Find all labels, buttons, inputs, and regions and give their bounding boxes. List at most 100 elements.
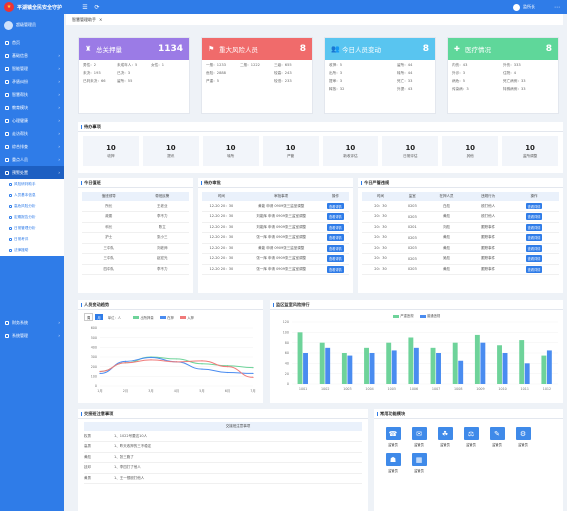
sidebar-subitem-5[interactable]: 日常考评 <box>0 234 64 245</box>
stat-card-3[interactable]: ✚ 医疗情况 8 内伤：43 外伤：333 外诊：3 住院：4 病危：5 死亡病例：33 传染病：… <box>447 37 559 114</box>
stat-label: 医疗情况 <box>465 46 491 54</box>
sidebar-subitem-0[interactable]: 风险研判助手 <box>0 179 64 190</box>
strict-cell: 殴打他人 <box>467 201 510 212</box>
view-details-button[interactable]: 查看详情 <box>525 265 543 273</box>
view-details-button[interactable]: 查看详情 <box>525 234 543 242</box>
refresh-icon[interactable]: ⟳ <box>94 3 100 11</box>
pending-item-4[interactable]: 10 新收评估 <box>322 136 379 166</box>
tab-month[interactable]: 月 <box>95 314 103 320</box>
approval-cell: 查看详情 <box>321 201 349 212</box>
pending-item-3[interactable]: 10 严管 <box>262 136 319 166</box>
quick-module-5[interactable]: ⚙ 监管员 <box>512 427 534 447</box>
sidebar-item-extra-1[interactable]: 系统管理 › <box>0 329 64 342</box>
sidebar-item-3[interactable]: 矛盾纠纷 › <box>0 75 64 88</box>
duty-cell: 李不力 <box>135 264 189 275</box>
sidebar-subitem-1[interactable]: 人员基本信息 <box>0 190 64 201</box>
sidebar-item-10[interactable]: 预警处置 › <box>0 166 64 179</box>
pending-item-6[interactable]: 10 其他 <box>442 136 499 166</box>
tab-week[interactable]: 周 <box>84 313 94 321</box>
stat-card-2[interactable]: 👥 今日人员变动 8 收押：5 留所：44 出所：3 转所：44 提审：3 死亡：33 释放：32… <box>324 37 436 114</box>
pending-item-1[interactable]: 10 提讯 <box>142 136 199 166</box>
menu-icon <box>5 333 9 338</box>
avatar[interactable] <box>513 3 520 11</box>
more-menu-icon[interactable]: ⋯ <box>554 3 560 11</box>
strict-cell: 查看详情 <box>509 222 559 233</box>
stat-card-0[interactable]: ♜ 总关押量 1134 男性：2 未成年人：5 女性：1 未决：193 已决：3 已判未决：66… <box>78 37 190 114</box>
module-label: 监管员 <box>518 443 528 447</box>
view-details-button[interactable]: 查看详情 <box>525 223 543 231</box>
strict-cell: 20：30 <box>362 264 400 275</box>
quick-module-1[interactable]: ✉ 监管员 <box>408 427 430 447</box>
user-name[interactable]: 监所长 <box>523 4 535 9</box>
legend-label: 严重违规 <box>400 314 414 318</box>
sidebar-item-0[interactable]: 首页 <box>0 36 64 49</box>
view-details-button[interactable]: 查看详情 <box>326 255 344 263</box>
stat-field: 外诊：3 <box>452 71 466 75</box>
view-details-button[interactable]: 查看详情 <box>326 234 344 242</box>
sidebar-item-8[interactable]: 综合排查 › <box>0 140 64 153</box>
quick-module-2[interactable]: ☘ 监管员 <box>434 427 456 447</box>
view-details-button[interactable]: 查看详情 <box>525 255 543 263</box>
duty-cell: 王老业 <box>135 201 189 212</box>
view-details-button[interactable]: 查看详情 <box>326 213 344 221</box>
chevron-right-icon: › <box>58 118 60 123</box>
trend-panel: 人员变动趋势 周 月 单位：人 出所押量 在押 入押 0 100 200 300 400 50… <box>78 300 263 403</box>
x-tick-label: 1001 <box>299 387 307 391</box>
strict-cell: 黄彪 <box>425 211 468 223</box>
duty-cell: 三中队 <box>82 243 136 254</box>
legend-swatch <box>179 316 186 319</box>
pending-item-5[interactable]: 10 日常评估 <box>382 136 439 166</box>
sidebar-item-label: 智能管理 <box>12 65 28 71</box>
sidebar-item-4[interactable]: 智慧帮扶 › <box>0 88 64 101</box>
view-details-button[interactable]: 查看详情 <box>326 265 344 273</box>
sidebar-item-7[interactable]: 走访帮扶 › <box>0 127 64 140</box>
approval-cell: 查看详情 <box>321 232 349 244</box>
quick-module-6[interactable]: ☗ 监管员 <box>382 453 404 473</box>
sidebar-subitem-2[interactable]: 高危风险分析 <box>0 201 64 212</box>
stat-field: 死亡：33 <box>397 79 413 83</box>
quick-module-4[interactable]: ✎ 监管员 <box>486 427 508 447</box>
view-details-button[interactable]: 查看详情 <box>326 202 344 210</box>
pending-count: 10 <box>525 143 535 152</box>
stat-icon: ⚑ <box>208 45 215 53</box>
sidebar-subitem-6[interactable]: 法律援助 <box>0 245 64 256</box>
pending-item-2[interactable]: 10 转所 <box>202 136 259 166</box>
sidebar-item-5[interactable]: 教育模块 › <box>0 101 64 114</box>
view-details-button[interactable]: 查看详情 <box>525 244 543 252</box>
sidebar-item-extra-0[interactable]: 财务系统 › <box>0 316 64 329</box>
sidebar-subitem-label: 日常管理分析 <box>14 226 36 230</box>
stat-card-1[interactable]: ⚑ 重大风险人员 8 一般：1233 二般：1222 三级：655 危险：2888 较高：24… <box>201 37 313 114</box>
tab-smart-assistant[interactable]: 智慧管理助手 <box>72 16 96 22</box>
sidebar-item-6[interactable]: 心理健康 › <box>0 114 64 127</box>
stat-label: 重大风险人员 <box>219 46 258 54</box>
view-details-button[interactable]: 查看详情 <box>525 202 543 210</box>
cell-risk-panel: 监区监室风险排行 严重违规 普通违规 0 20 40 60 80 100 120 1001 100… <box>270 300 563 403</box>
pending-label: 其他 <box>466 153 474 158</box>
collapse-menu-icon[interactable]: ☰ <box>82 3 88 11</box>
pending-item-0[interactable]: 10 收押 <box>83 136 139 166</box>
sidebar-subitem-4[interactable]: 日常管理分析 <box>0 223 64 234</box>
view-details-button[interactable]: 查看详情 <box>525 213 543 221</box>
stat-field: 死亡病例：33 <box>503 79 526 83</box>
quick-module-7[interactable]: ▦ 监管员 <box>408 453 430 473</box>
x-tick-label: 1005 <box>388 387 396 391</box>
table-row: 政委 李不力 <box>82 211 189 223</box>
pending-item-7[interactable]: 10 监所调整 <box>502 136 558 166</box>
tab-close-icon[interactable]: × <box>99 17 103 22</box>
strict-cell: 跟踪事件 <box>467 264 510 275</box>
module-icon: ✎ <box>489 427 505 440</box>
bar-1007-series-0 <box>430 347 436 384</box>
view-details-button[interactable]: 查看详情 <box>326 244 344 252</box>
legend-item: 入押 <box>179 315 194 320</box>
sidebar-item-1[interactable]: 基础信息 › <box>0 49 64 62</box>
module-label: 监管员 <box>414 469 424 473</box>
sidebar-item-2[interactable]: 智能管理 › <box>0 62 64 75</box>
quick-module-3[interactable]: ⚖ 监管员 <box>460 427 482 447</box>
stat-field <box>363 79 397 84</box>
sidebar-subitem-3[interactable]: 定期报告分析 <box>0 212 64 223</box>
sidebar-item-9[interactable]: 重点人员 › <box>0 153 64 166</box>
view-details-button[interactable]: 查看详情 <box>326 223 344 231</box>
approval-cell: 12-20 20：30 <box>202 264 241 275</box>
quick-module-0[interactable]: ☎ 监管员 <box>382 427 404 447</box>
approval-title: 待办审批 <box>198 178 353 188</box>
